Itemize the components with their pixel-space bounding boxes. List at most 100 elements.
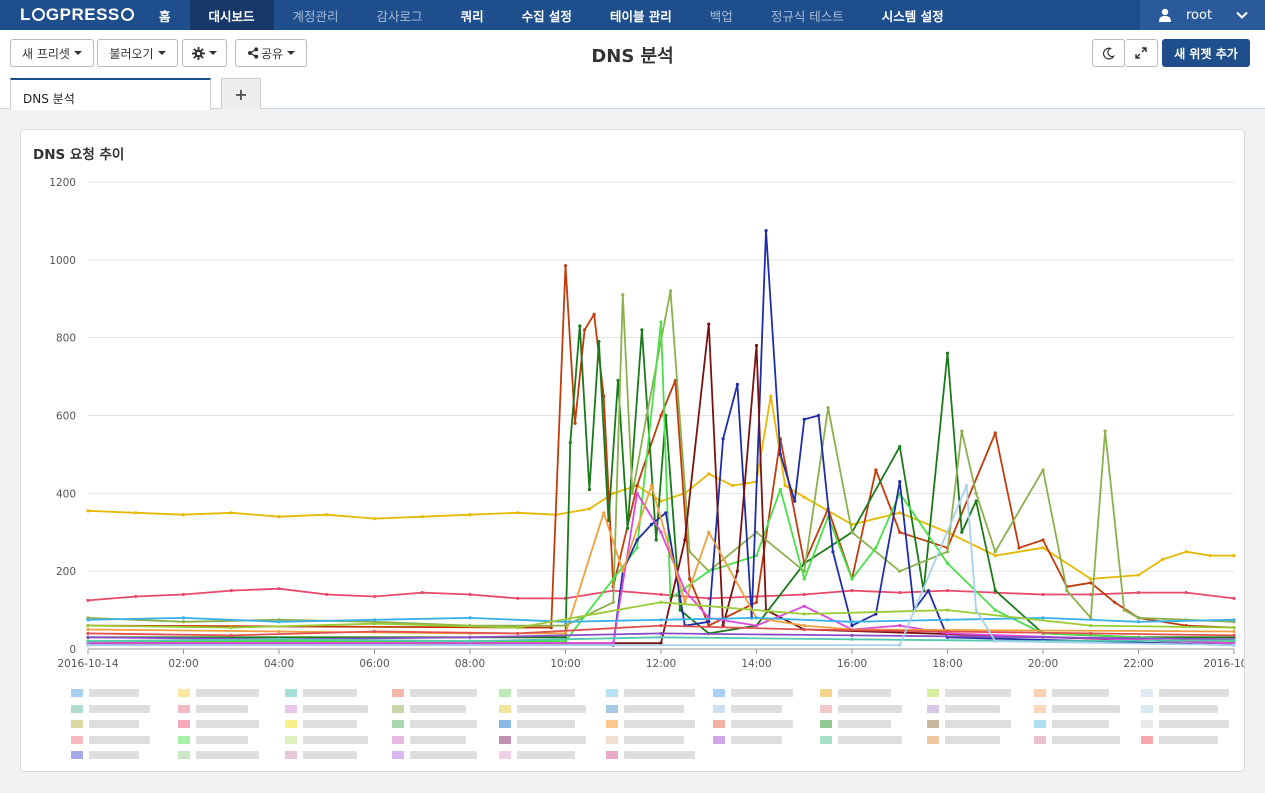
nav-item-6[interactable]: 테이블 관리: [609, 8, 672, 24]
legend-item[interactable]: [71, 704, 150, 713]
legend-item[interactable]: [392, 689, 477, 697]
series-point: [754, 343, 759, 348]
legend-item[interactable]: [71, 751, 139, 759]
legend-item[interactable]: [820, 704, 902, 713]
legend-swatch: [392, 720, 404, 728]
logpresso-logo[interactable]: L GPRESS: [0, 0, 140, 30]
legend-item[interactable]: [1034, 720, 1109, 728]
legend-item[interactable]: [713, 689, 793, 697]
nav-item-5[interactable]: 수집 설정: [521, 8, 572, 24]
legend-item[interactable]: [285, 704, 368, 713]
legend-item[interactable]: [927, 720, 1011, 728]
legend-item[interactable]: [178, 720, 259, 728]
legend-item[interactable]: [1141, 735, 1218, 744]
legend-item[interactable]: [499, 751, 575, 759]
user-menu[interactable]: root: [1140, 0, 1265, 30]
series-line: [88, 321, 1235, 643]
load-button[interactable]: 불러오기: [97, 39, 178, 67]
legend-swatch: [285, 751, 297, 759]
legend-item[interactable]: [713, 720, 793, 728]
series-point: [592, 312, 596, 316]
legend-item[interactable]: [927, 704, 1000, 713]
legend-item[interactable]: [927, 689, 1011, 697]
legend-item[interactable]: [1034, 689, 1109, 697]
new-preset-button[interactable]: 새 프리셋: [10, 39, 94, 67]
new-preset-label: 새 프리셋: [22, 46, 70, 61]
legend-item[interactable]: [392, 704, 466, 713]
legend-item[interactable]: [1141, 704, 1218, 713]
fullscreen-button[interactable]: [1125, 39, 1158, 67]
legend-item[interactable]: [71, 689, 139, 697]
legend-item[interactable]: [606, 735, 684, 744]
legend-item[interactable]: [606, 751, 695, 759]
legend-item[interactable]: [285, 689, 357, 697]
series-point: [1184, 550, 1188, 554]
series-point: [764, 229, 768, 233]
legend-item[interactable]: [392, 735, 466, 744]
series-point: [1232, 638, 1236, 643]
nav-item-1[interactable]: 대시보드: [189, 0, 274, 30]
legend-item[interactable]: [606, 720, 695, 728]
legend-item[interactable]: [713, 704, 782, 713]
legend-item[interactable]: [499, 704, 586, 713]
legend-item[interactable]: [499, 735, 586, 744]
legend-item[interactable]: [285, 735, 368, 744]
legend-item[interactable]: [606, 689, 695, 697]
series-point: [945, 618, 950, 622]
legend-item[interactable]: [1034, 735, 1120, 744]
legend-item[interactable]: [285, 720, 357, 728]
legend-item[interactable]: [820, 735, 902, 744]
series-point: [1232, 629, 1236, 634]
legend-item[interactable]: [820, 689, 891, 697]
nav-item-2[interactable]: 계정관리: [292, 8, 339, 24]
series-point: [1041, 616, 1045, 620]
x-tick-label: 08:00: [455, 658, 485, 670]
night-mode-button[interactable]: [1092, 39, 1125, 67]
series-point: [769, 394, 773, 398]
legend-item[interactable]: [285, 751, 357, 759]
legend-item[interactable]: [713, 735, 782, 744]
nav-item-0[interactable]: 홈: [159, 8, 171, 24]
add-widget-button[interactable]: 새 위젯 추가: [1162, 39, 1250, 67]
legend-item[interactable]: [178, 751, 259, 759]
series-point: [664, 511, 668, 515]
legend-item[interactable]: [178, 704, 248, 713]
legend-item[interactable]: [71, 735, 150, 744]
legend-item[interactable]: [178, 735, 248, 744]
legend-swatch: [927, 735, 939, 744]
legend-item[interactable]: [820, 720, 891, 728]
legend-item[interactable]: [392, 751, 477, 759]
legend-item[interactable]: [606, 704, 684, 713]
legend-item[interactable]: [499, 720, 575, 728]
x-tick-label: 18:00: [932, 658, 962, 670]
series-point: [611, 491, 615, 495]
series-point: [181, 592, 186, 597]
legend-item[interactable]: [71, 720, 139, 728]
legend-item[interactable]: [1034, 704, 1120, 713]
legend-item[interactable]: [1141, 689, 1229, 697]
legend-swatch: [499, 704, 511, 713]
legend-label-obscured: [89, 751, 139, 759]
nav-item-7[interactable]: 백업: [709, 8, 733, 24]
settings-button[interactable]: [182, 39, 227, 67]
series-point: [802, 604, 806, 608]
nav-item-9[interactable]: 시스템 설정: [881, 8, 944, 24]
legend-item[interactable]: [178, 689, 259, 697]
legend-item[interactable]: [392, 720, 477, 728]
legend-label-obscured: [1159, 704, 1218, 713]
nav-item-3[interactable]: 감사로그: [376, 8, 423, 24]
series-point: [621, 293, 625, 297]
tab-dns-analysis[interactable]: DNS 분석: [10, 78, 211, 110]
add-tab-button[interactable]: +: [221, 78, 261, 109]
legend-item[interactable]: [1141, 720, 1229, 728]
legend-item[interactable]: [927, 735, 1000, 744]
nav-item-4[interactable]: 쿼리: [460, 8, 484, 24]
expand-icon: [1135, 47, 1147, 59]
share-button[interactable]: 공유: [235, 39, 307, 67]
legend-label-obscured: [89, 720, 139, 728]
series-point: [587, 487, 591, 492]
legend-item[interactable]: [499, 689, 575, 697]
series-point: [134, 511, 138, 515]
nav-item-8[interactable]: 정규식 테스트: [770, 8, 844, 24]
series-point: [630, 491, 634, 495]
